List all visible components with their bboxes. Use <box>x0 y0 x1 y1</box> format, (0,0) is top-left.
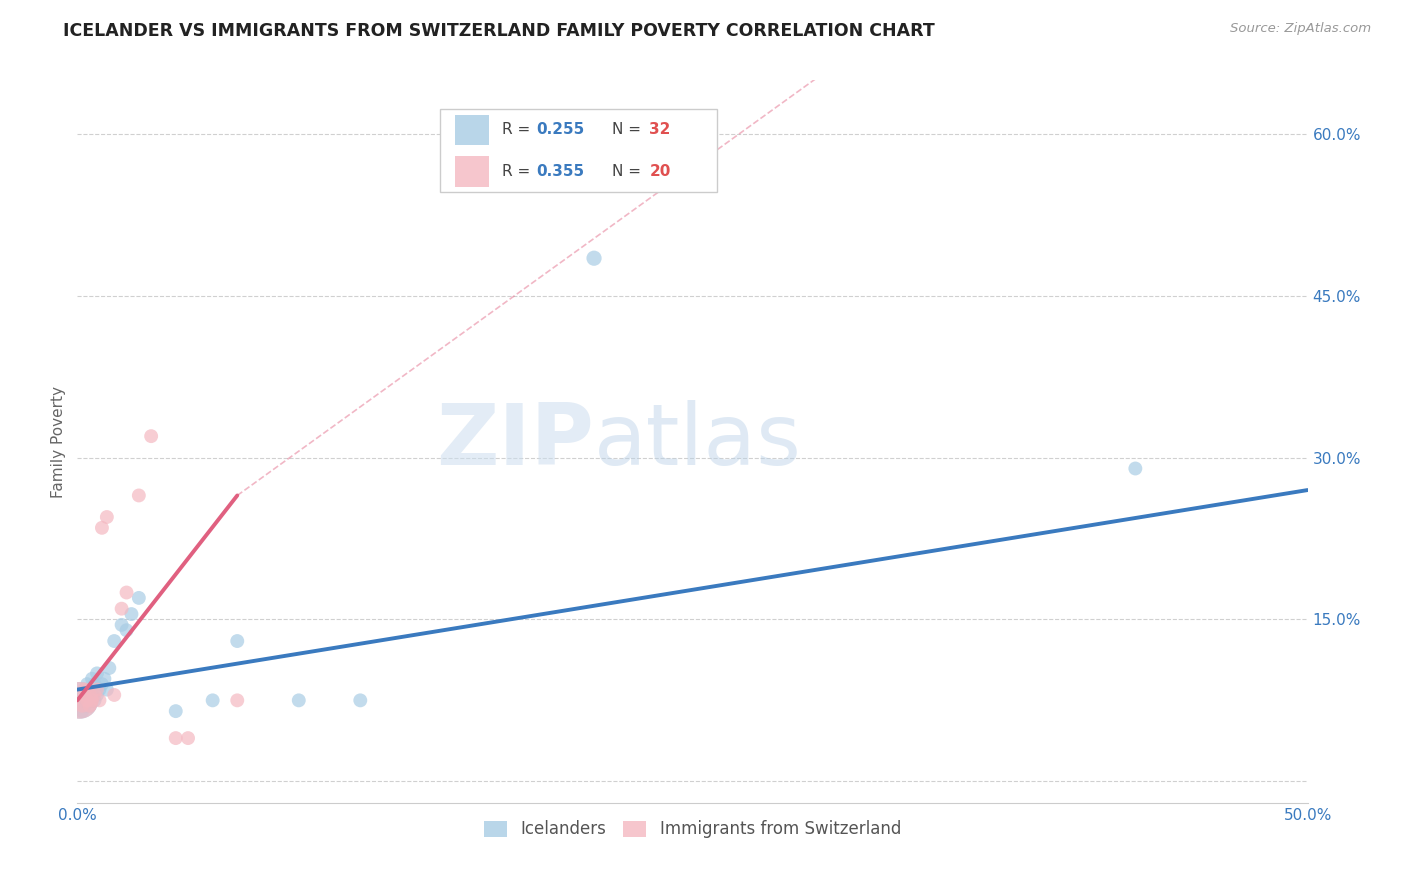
Point <box>121 607 143 621</box>
Point <box>111 618 132 632</box>
Point <box>83 688 105 702</box>
Point <box>73 682 96 697</box>
Point <box>86 688 108 702</box>
Point <box>583 251 606 265</box>
Point <box>76 693 98 707</box>
Point <box>86 666 108 681</box>
FancyBboxPatch shape <box>456 115 489 145</box>
Point <box>69 693 91 707</box>
Point <box>288 693 311 707</box>
Point <box>115 585 138 599</box>
Text: atlas: atlas <box>595 400 801 483</box>
Point <box>103 634 125 648</box>
FancyBboxPatch shape <box>440 109 717 193</box>
Point <box>165 731 187 745</box>
Point <box>128 591 150 605</box>
Text: R =: R = <box>502 122 534 137</box>
Point <box>1125 461 1147 475</box>
Point <box>96 682 118 697</box>
Point <box>115 624 138 638</box>
Text: ZIP: ZIP <box>436 400 595 483</box>
Point <box>141 429 163 443</box>
Point <box>86 682 108 697</box>
Point <box>79 698 101 713</box>
Text: 0.255: 0.255 <box>536 122 585 137</box>
Text: N =: N = <box>613 122 647 137</box>
Point <box>70 698 93 713</box>
Point <box>103 688 125 702</box>
Point <box>82 688 104 702</box>
Point <box>89 693 111 707</box>
Point <box>82 672 104 686</box>
Point <box>73 698 96 713</box>
Point <box>76 677 98 691</box>
Point <box>111 601 132 615</box>
Point <box>226 634 249 648</box>
Point <box>89 682 111 697</box>
Text: Source: ZipAtlas.com: Source: ZipAtlas.com <box>1230 22 1371 36</box>
Text: 32: 32 <box>650 122 671 137</box>
Point <box>73 688 96 702</box>
Point <box>90 521 114 535</box>
Point <box>83 693 105 707</box>
Point <box>349 693 371 707</box>
Point <box>73 682 96 697</box>
Point <box>201 693 224 707</box>
Point <box>79 682 101 697</box>
Text: N =: N = <box>613 164 647 179</box>
Point <box>165 704 187 718</box>
Point <box>90 677 114 691</box>
Point <box>70 688 93 702</box>
Text: ICELANDER VS IMMIGRANTS FROM SWITZERLAND FAMILY POVERTY CORRELATION CHART: ICELANDER VS IMMIGRANTS FROM SWITZERLAND… <box>63 22 935 40</box>
Point <box>98 661 121 675</box>
Y-axis label: Family Poverty: Family Poverty <box>51 385 66 498</box>
Point <box>226 693 249 707</box>
Point <box>70 704 93 718</box>
Text: R =: R = <box>502 164 534 179</box>
Point <box>76 693 98 707</box>
Point <box>96 510 118 524</box>
Point <box>69 693 91 707</box>
Legend: Icelanders, Immigrants from Switzerland: Icelanders, Immigrants from Switzerland <box>477 814 908 845</box>
Point <box>83 677 105 691</box>
Point <box>93 672 115 686</box>
Point <box>79 698 101 713</box>
FancyBboxPatch shape <box>456 156 489 186</box>
Text: 0.355: 0.355 <box>536 164 585 179</box>
Text: 20: 20 <box>650 164 671 179</box>
Point <box>128 488 150 502</box>
Point <box>82 693 104 707</box>
Point <box>177 731 200 745</box>
